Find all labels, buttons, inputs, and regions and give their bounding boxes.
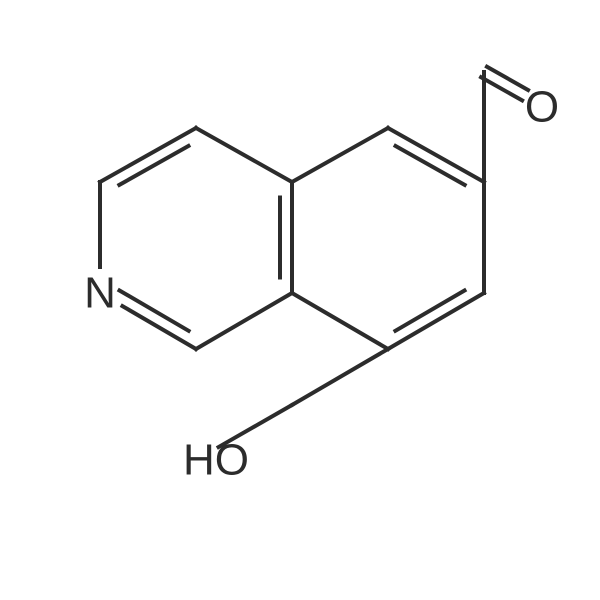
- molecule-diagram: N HO O: [0, 0, 600, 600]
- atom-label: O: [525, 83, 559, 132]
- atom-label: N: [84, 269, 116, 318]
- atom-label: HO: [183, 436, 249, 485]
